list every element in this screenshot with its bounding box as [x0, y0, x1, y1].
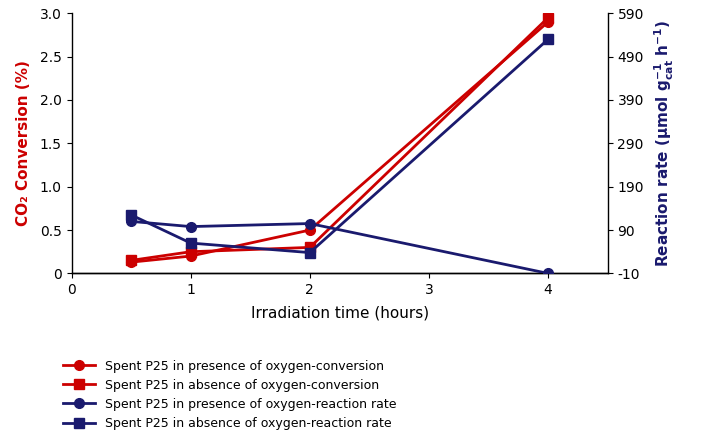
X-axis label: Irradiation time (hours): Irradiation time (hours) [250, 306, 429, 321]
Y-axis label: Reaction rate (μmol g$_{\mathregular{cat}}^{\mathregular{-1}}$ h$^{\mathregular{: Reaction rate (μmol g$_{\mathregular{cat… [652, 20, 676, 267]
Y-axis label: CO₂ Conversion (%): CO₂ Conversion (%) [16, 60, 31, 226]
Legend: Spent P25 in presence of oxygen-conversion, Spent P25 in absence of oxygen-conve: Spent P25 in presence of oxygen-conversi… [64, 359, 396, 430]
